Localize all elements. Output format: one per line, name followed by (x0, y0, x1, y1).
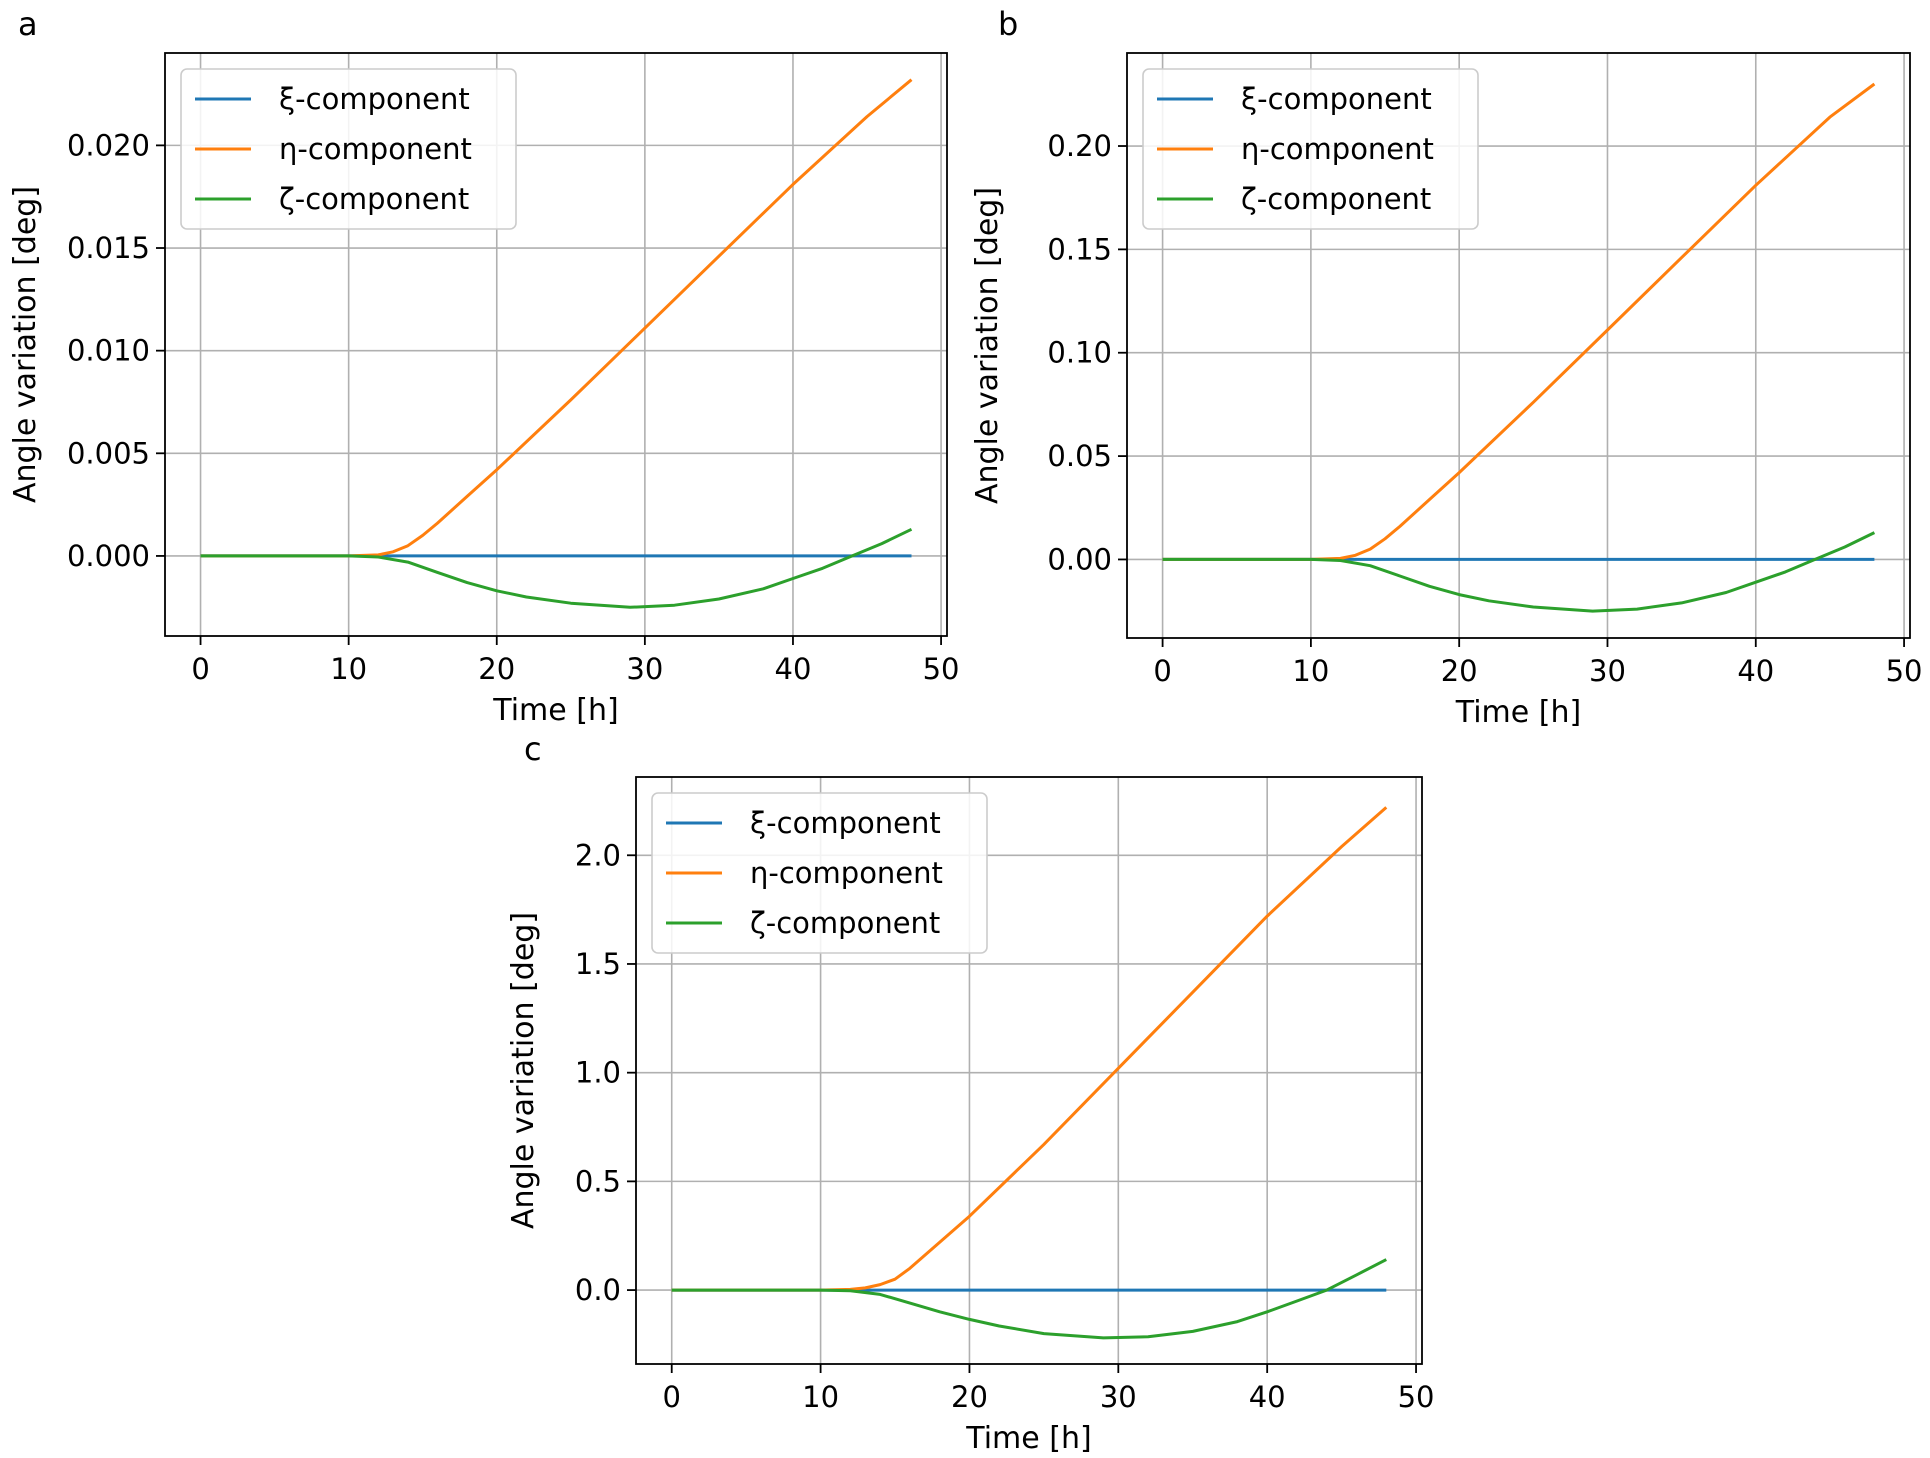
x-tick-label: 10 (802, 1380, 839, 1414)
axes-frame (1126, 52, 1911, 639)
legend-box (180, 68, 517, 230)
chart-panel-c: c 0 10 20 30 40 50 0.0 0.5 1.0 1.5 2.0 Time [h] Angle… (506, 730, 1434, 1456)
legend: ξ-component η-component ζ-component (651, 792, 988, 954)
y-tick-label: 0.0 (575, 1273, 621, 1307)
y-tick-label: 0.005 (67, 436, 150, 470)
x-tick-label: 0 (191, 652, 209, 686)
legend-label-eta: η-component (1241, 132, 1434, 166)
y-tick-label: 0.020 (67, 128, 150, 162)
x-tick-label: 40 (775, 652, 812, 686)
legend: ξ-component η-component ζ-component (1142, 68, 1479, 230)
y-tick-label: 0.5 (575, 1164, 621, 1198)
x-axis-label: Time [h] (492, 693, 618, 728)
legend-label-xi: ξ-component (279, 82, 470, 116)
y-axis-label: Angle variation [deg] (8, 186, 43, 503)
series-line-eta-component (1162, 82, 1876, 561)
y-tick-label: 2.0 (575, 838, 621, 872)
legend-label-xi: ξ-component (1241, 82, 1432, 116)
y-tick-label: 0.15 (1047, 232, 1112, 266)
legend-label-eta: η-component (750, 856, 943, 890)
legend-label-zeta: ζ-component (279, 182, 469, 216)
axes-frame (635, 776, 1423, 1365)
legend-box (1142, 68, 1479, 230)
x-tick-label: 50 (1886, 654, 1923, 688)
y-axis-label: Angle variation [deg] (506, 912, 541, 1229)
panel-letter: c (524, 730, 542, 768)
series-line-zeta-component (671, 1258, 1387, 1340)
x-tick-label: 20 (1441, 654, 1478, 688)
x-axis-label: Time [h] (965, 1421, 1091, 1456)
x-tick-label: 10 (1292, 654, 1329, 688)
y-tick-label: 1.0 (575, 1056, 621, 1090)
series-line-eta-component (671, 806, 1388, 1292)
x-tick-label: 40 (1737, 654, 1774, 688)
y-tick-label: 0.10 (1047, 336, 1112, 370)
series-line-zeta-component (1162, 531, 1876, 613)
series-line-zeta-component (200, 527, 913, 609)
x-tick-label: 30 (626, 652, 663, 686)
x-tick-label: 30 (1100, 1380, 1137, 1414)
x-tick-label: 10 (330, 652, 367, 686)
y-tick-label: 0.000 (67, 539, 150, 573)
y-tick-label: 0.010 (67, 334, 150, 368)
x-tick-label: 50 (1398, 1380, 1435, 1414)
legend: ξ-component η-component ζ-component (180, 68, 517, 230)
y-tick-label: 1.5 (575, 947, 621, 981)
x-tick-label: 30 (1589, 654, 1626, 688)
y-tick-label: 0.20 (1047, 129, 1112, 163)
legend-label-zeta: ζ-component (1241, 182, 1431, 216)
x-tick-label: 0 (1153, 654, 1171, 688)
y-tick-label: 0.015 (67, 231, 150, 265)
y-axis-label: Angle variation [deg] (970, 187, 1005, 504)
x-tick-label: 50 (923, 652, 960, 686)
panel-letter: b (998, 5, 1018, 43)
y-tick-label: 0.00 (1047, 542, 1112, 576)
x-tick-label: 40 (1249, 1380, 1286, 1414)
x-tick-label: 0 (663, 1380, 681, 1414)
legend-label-eta: η-component (279, 132, 472, 166)
x-tick-label: 20 (951, 1380, 988, 1414)
legend-label-zeta: ζ-component (750, 906, 940, 940)
chart-panel-a: a 0 10 20 30 40 50 0.000 0.005 0.010 0.015 0.020 Tim… (8, 5, 960, 728)
series-line-eta-component (200, 78, 913, 558)
chart-panel-b: b 0 10 20 30 40 50 0.00 0.05 0.10 0.15 0.20 Time [h]… (970, 5, 1923, 730)
x-axis-label: Time [h] (1455, 695, 1581, 730)
axes-frame (164, 52, 948, 637)
legend-label-xi: ξ-component (750, 806, 941, 840)
legend-box (651, 792, 988, 954)
y-tick-label: 0.05 (1047, 439, 1112, 473)
panel-letter: a (18, 5, 38, 43)
x-tick-label: 20 (478, 652, 515, 686)
